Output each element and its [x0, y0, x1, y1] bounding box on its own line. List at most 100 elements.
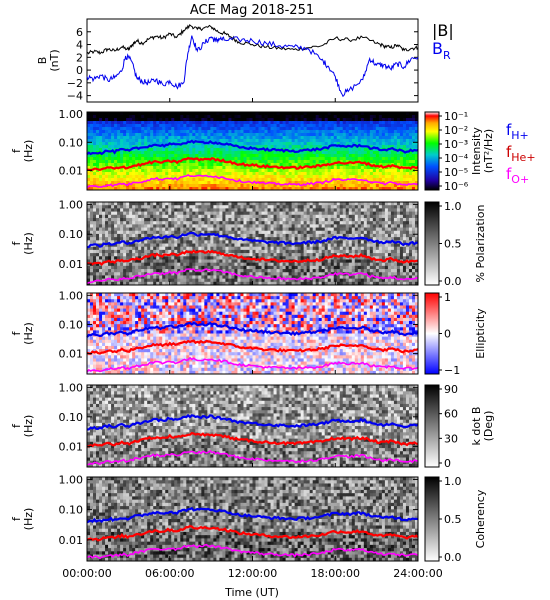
spectrogram-cell	[375, 175, 380, 179]
spectrogram-cell	[282, 249, 286, 254]
spectrogram-cell	[141, 208, 145, 212]
spectrogram-cell	[186, 253, 190, 257]
spectrogram-cell	[306, 211, 311, 216]
spectrogram-cell	[108, 243, 112, 248]
spectrogram-cell	[237, 262, 241, 267]
spectrogram-cell	[384, 139, 389, 143]
spectrogram-cell	[216, 151, 220, 155]
spectrogram-cell	[267, 265, 271, 270]
spectrogram-cell	[237, 151, 241, 155]
spectrogram-cell	[135, 184, 139, 188]
spectrogram-cell	[96, 154, 100, 158]
spectrogram-cell	[279, 205, 283, 209]
spectrogram-cell	[219, 237, 223, 241]
spectrogram-cell	[198, 281, 202, 286]
spectrogram-cell	[297, 136, 302, 140]
spectrogram-cell	[294, 256, 299, 260]
spectrogram-cell	[300, 178, 305, 182]
spectrogram-cell	[318, 217, 323, 222]
spectrogram-cell	[321, 151, 326, 155]
spectrogram-cell	[225, 275, 229, 280]
spectrogram-cell	[222, 157, 226, 161]
spectrogram-cell	[96, 166, 100, 170]
spectrogram-cell	[378, 160, 383, 164]
spectrogram-cell	[279, 230, 283, 235]
spectrogram-cell	[411, 145, 416, 149]
spectrogram-cell	[171, 145, 175, 149]
spectrogram-cell	[192, 256, 196, 260]
spectrogram-cell	[177, 227, 181, 232]
spectrogram-cell	[246, 224, 250, 228]
spectrogram-cell	[207, 246, 211, 251]
spectrogram-cell	[141, 133, 145, 137]
spectrogram-cell	[345, 169, 350, 173]
spectrogram-cell	[249, 148, 253, 152]
spectrogram-cell	[198, 227, 202, 232]
spectrogram-cell	[111, 142, 115, 146]
spectrogram-cell	[276, 256, 280, 260]
spectrogram-cell	[291, 136, 296, 140]
spectrogram-cell	[129, 139, 133, 143]
spectrogram-cell	[318, 265, 323, 270]
spectrogram-cell	[123, 237, 127, 241]
spectrogram-cell	[147, 118, 151, 122]
spectrogram-cell	[87, 214, 91, 219]
spectrogram-cell	[162, 265, 166, 270]
spectrogram-cell	[201, 211, 205, 216]
spectrogram-cell	[144, 205, 148, 209]
spectrogram-cell	[363, 127, 368, 131]
spectrogram-cell	[90, 281, 94, 286]
spectrogram-cell	[96, 115, 100, 119]
spectrogram-cell	[288, 178, 293, 182]
spectrogram-cell	[210, 115, 214, 119]
spectrogram-cell	[207, 217, 211, 222]
spectrogram-cell	[147, 133, 151, 137]
spectrogram-cell	[273, 262, 277, 267]
spectrogram-cell	[234, 130, 238, 134]
spectrogram-cell	[171, 214, 175, 219]
spectrogram-cell	[162, 142, 166, 146]
spectrogram-cell	[294, 262, 299, 267]
spectrogram-cell	[231, 160, 235, 164]
spectrogram-cell	[288, 272, 293, 276]
spectrogram-cell	[411, 187, 416, 191]
spectrogram-cell	[363, 112, 368, 116]
spectrogram-cell	[327, 157, 332, 161]
spectrogram-cell	[309, 256, 314, 260]
spectrogram-cell	[192, 130, 196, 134]
spectrogram-cell	[273, 211, 277, 216]
spectrogram-cell	[315, 121, 320, 125]
spectrogram-cell	[228, 136, 232, 140]
spectrogram-cell	[96, 178, 100, 182]
spectrogram-cell	[129, 256, 133, 260]
spectrogram-cell	[132, 272, 136, 276]
spectrogram-cell	[279, 202, 283, 206]
spectrogram-cell	[351, 133, 356, 137]
spectrogram-cell	[117, 139, 121, 143]
spectrogram-cell	[183, 281, 187, 286]
spectrogram-cell	[273, 154, 277, 158]
spectrogram-cell	[348, 139, 353, 143]
spectrogram-cell	[210, 205, 214, 209]
spectrogram-cell	[297, 262, 302, 267]
spectrogram-cell	[324, 187, 329, 191]
spectrogram-cell	[252, 265, 256, 270]
spectrogram-cell	[345, 172, 350, 176]
spectrogram-cell	[345, 148, 350, 152]
spectrogram-cell	[102, 265, 106, 270]
spectrogram-cell	[192, 163, 196, 167]
spectrogram-cell	[210, 163, 214, 167]
spectrogram-cell	[192, 187, 196, 191]
spectrogram-cell	[366, 124, 371, 128]
spectrogram-cell	[171, 275, 175, 280]
spectrogram-cell	[192, 208, 196, 212]
spectrogram-cell	[345, 181, 350, 185]
spectrogram-cell	[360, 124, 365, 128]
spectrogram-cell	[327, 118, 332, 122]
spectrogram-cell	[111, 253, 115, 257]
spectrogram-cell	[216, 112, 220, 116]
spectrogram-cell	[201, 214, 205, 219]
spectrogram-cell	[96, 112, 100, 116]
spectrogram-cell	[99, 142, 103, 146]
spectrogram-cell	[285, 256, 290, 260]
